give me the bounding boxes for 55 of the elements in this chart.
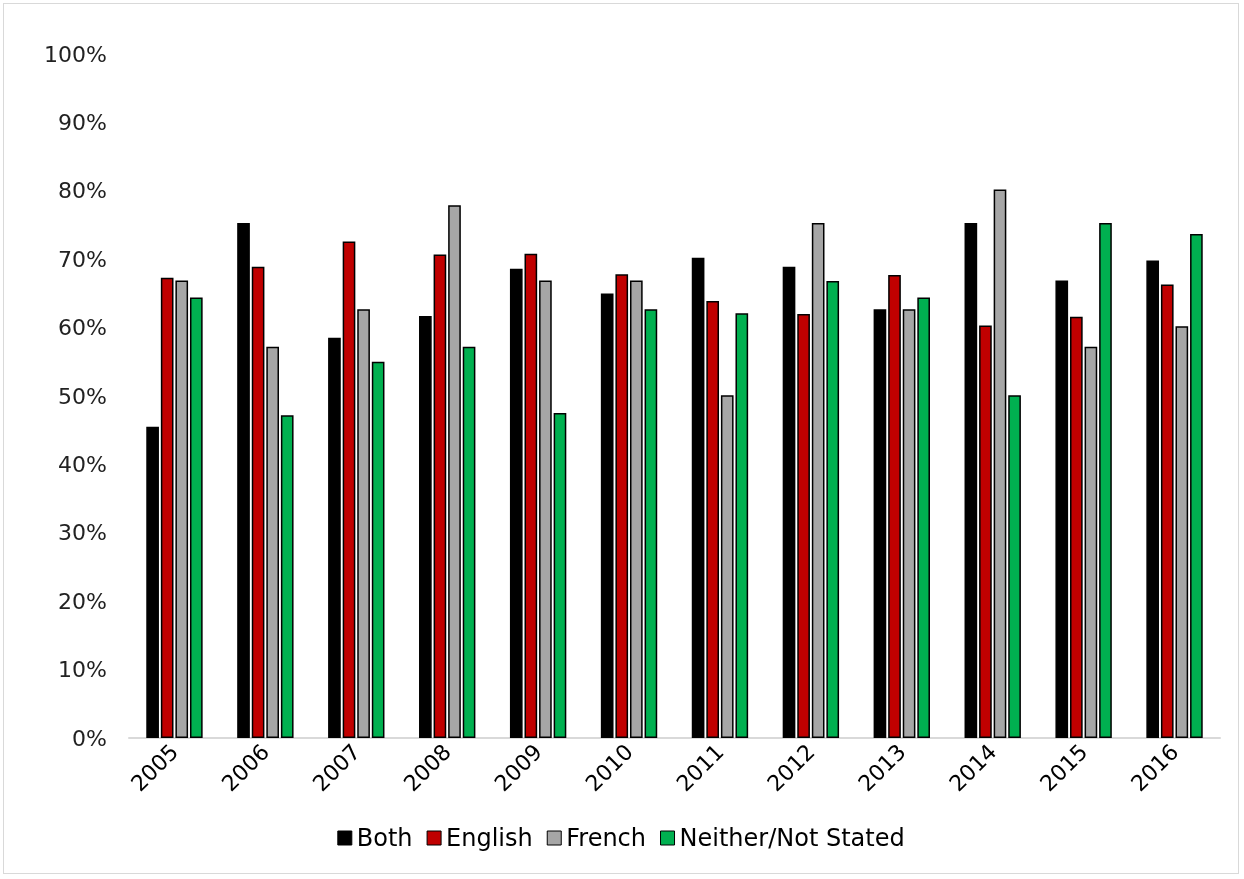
- bar: [433, 254, 447, 738]
- bar: [888, 274, 901, 738]
- bar: [448, 205, 461, 738]
- y-tick-label: 0%: [72, 725, 107, 751]
- bar: [251, 266, 265, 738]
- y-tick-label: 40%: [58, 451, 107, 477]
- bar: [706, 300, 720, 738]
- bar: [509, 268, 523, 738]
- legend-label: French: [566, 824, 647, 852]
- y-tick-label: 100%: [44, 41, 107, 67]
- y-tick-label: 10%: [58, 657, 107, 683]
- bar: [993, 189, 1007, 738]
- bar: [524, 253, 538, 738]
- bar: [873, 309, 887, 738]
- bar: [1099, 222, 1112, 738]
- y-tick-label: 90%: [58, 109, 107, 135]
- bar: [629, 280, 643, 738]
- bar: [266, 346, 279, 738]
- bar: [644, 309, 658, 738]
- bar: [1055, 280, 1069, 738]
- bar: [1146, 260, 1160, 738]
- bar: [371, 361, 385, 738]
- bar: [328, 337, 341, 738]
- bar: [237, 222, 250, 738]
- bar: [902, 309, 916, 738]
- bar: [1008, 395, 1021, 738]
- y-tick-label: 20%: [58, 588, 107, 614]
- legend-label: Both: [356, 824, 413, 852]
- bar: [189, 297, 203, 738]
- y-tick-label: 30%: [58, 520, 107, 546]
- bar: [342, 241, 356, 738]
- bar: [979, 325, 992, 738]
- bar: [539, 280, 552, 738]
- bar: [782, 266, 796, 738]
- bar: [1190, 233, 1203, 738]
- bar: [280, 415, 294, 738]
- bar: [797, 313, 810, 738]
- bar: [826, 281, 840, 738]
- bar: [357, 309, 370, 738]
- bar: [419, 315, 432, 738]
- bar: [964, 222, 978, 738]
- legend-label: English: [446, 824, 533, 852]
- bar: [917, 297, 930, 738]
- legend-label: Neither/Not Stated: [679, 824, 905, 852]
- bar: [146, 426, 159, 738]
- bar: [811, 222, 825, 738]
- bar: [462, 346, 476, 738]
- y-tick-label: 60%: [58, 315, 107, 341]
- y-tick-label: 80%: [58, 178, 107, 204]
- bar: [553, 413, 567, 738]
- bar: [1084, 346, 1098, 738]
- y-tick-label: 50%: [58, 383, 107, 409]
- bar: [691, 257, 705, 738]
- bar: [1070, 316, 1083, 738]
- y-tick-label: 70%: [58, 246, 107, 272]
